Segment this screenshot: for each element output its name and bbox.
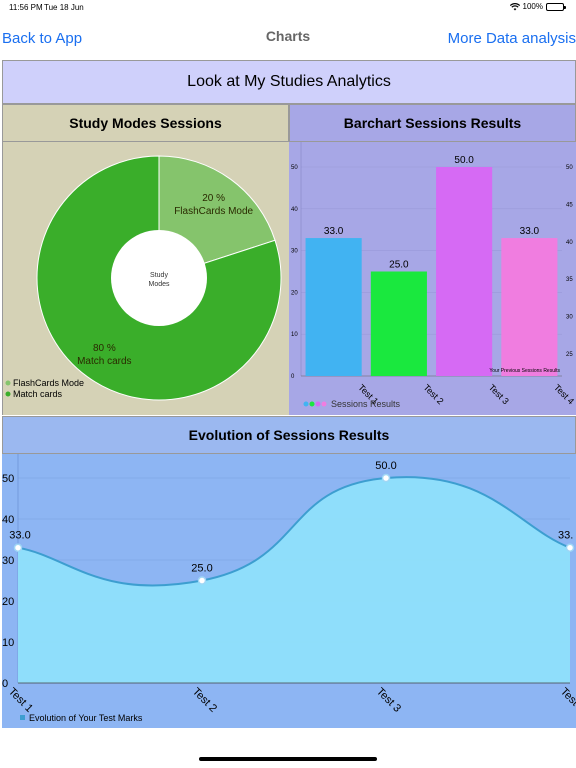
back-to-app-button[interactable]: Back to App — [2, 30, 83, 47]
line-point — [13, 543, 23, 552]
bar-y-tick: 0 — [291, 374, 295, 380]
more-data-analysis-button[interactable]: More Data analysis — [447, 30, 576, 47]
bar-y-tick-right: 35 — [566, 277, 573, 283]
legend-swatch — [315, 401, 321, 407]
status-right: 100% — [509, 2, 566, 11]
bar-value-label: 50.0 — [454, 155, 474, 166]
bar-y-tick-right: 30 — [566, 315, 573, 321]
line-area-fill — [18, 477, 570, 683]
study-modes-title: Study Modes Sessions — [69, 115, 222, 131]
pie-legend-item: Match cards — [13, 389, 63, 399]
line-point — [381, 473, 391, 483]
barchart-title: Barchart Sessions Results — [343, 115, 522, 131]
line-x-tick: Test 1 — [6, 686, 35, 715]
line-point — [197, 576, 207, 585]
bar-y-tick-right: 40 — [566, 240, 573, 246]
bar-x-tick: Test 3 — [487, 382, 511, 406]
bar-value-label: 33.0 — [324, 226, 344, 237]
bar-value-label: 25.0 — [389, 260, 409, 271]
home-indicator[interactable] — [199, 757, 377, 761]
legend-swatch — [20, 715, 25, 720]
line-x-tick: Test 4 — [558, 686, 576, 715]
bar-test-4 — [501, 238, 558, 376]
line-y-tick: 30 — [2, 555, 14, 567]
line-value-label: 25.0 — [191, 563, 212, 575]
pie-hole — [111, 230, 207, 326]
bar-y-tick-right: 50 — [566, 165, 573, 171]
bar-y-tick: 50 — [291, 165, 298, 171]
line-y-tick: 40 — [2, 514, 14, 526]
pie-slice-percent: 80 % — [93, 343, 116, 354]
page-title: Charts — [265, 28, 311, 44]
analytics-title: Look at My Studies Analytics — [187, 73, 391, 90]
navigation-bar: Back to App Charts More Data analysis — [0, 22, 576, 54]
barchart-header: Barchart Sessions Results — [289, 104, 576, 142]
bar-x-tick: Test 4 — [552, 382, 576, 406]
status-date: Tue 18 Jun — [44, 3, 84, 12]
bar-y-tick: 30 — [291, 249, 298, 255]
pie-slice-percent: 20 % — [202, 193, 225, 204]
pie-chart[interactable]: 20 % FlashCards Mode 80 % Match cards Study M… — [3, 142, 290, 415]
bar-legend-item: Sessions Results — [331, 399, 401, 409]
bar-description: Your Previous Sessions Results — [489, 368, 560, 374]
evolution-header: Evolution of Sessions Results — [2, 416, 576, 454]
line-value-label: 33.0 — [9, 530, 30, 542]
battery-icon — [546, 2, 566, 11]
legend-swatch — [303, 401, 309, 407]
evolution-chart[interactable]: 0 10 20 30 40 50 33.0 Test 1 25.0 Test 2 50.0 Test … — [2, 454, 576, 728]
pie-center-label: Study — [150, 272, 168, 279]
line-point — [565, 543, 575, 552]
status-time: 11:56 PM — [9, 3, 43, 12]
bar-test-1 — [305, 238, 362, 376]
bar-y-tick-right: 45 — [566, 202, 573, 208]
bar-y-tick: 20 — [291, 290, 298, 296]
line-legend-item: Evolution of Your Test Marks — [29, 713, 143, 723]
pie-center-label: Modes — [148, 281, 170, 288]
legend-swatch — [5, 380, 11, 386]
evolution-chart-panel: 0 10 20 30 40 50 33.0 Test 1 25.0 Test 2 50.0 Test … — [2, 454, 576, 728]
bar-y-tick-right: 25 — [566, 352, 573, 358]
analytics-header: Look at My Studies Analytics — [2, 60, 576, 104]
line-series — [17, 476, 571, 587]
pie-slice-label: Match cards — [77, 356, 131, 367]
battery-percent: 100% — [522, 2, 543, 11]
line-x-tick: Test 3 — [374, 686, 403, 715]
bar-value-label: 33.0 — [520, 226, 540, 237]
legend-swatch — [309, 401, 315, 407]
line-y-tick: 10 — [2, 637, 14, 649]
bar-y-tick: 40 — [291, 207, 298, 213]
bar-test-3 — [436, 167, 493, 376]
line-y-tick: 0 — [2, 678, 8, 690]
wifi-icon — [509, 2, 520, 10]
line-value-label: 33. — [558, 530, 573, 542]
pie-chart-panel: 20 % FlashCards Mode 80 % Match cards Study M… — [2, 142, 289, 415]
line-value-label: 50.0 — [375, 460, 396, 472]
pie-slice-label: FlashCards Mode — [174, 206, 253, 217]
bar-y-tick: 10 — [291, 332, 298, 338]
line-y-tick: 50 — [2, 473, 14, 485]
bar-test-2 — [370, 271, 427, 376]
line-y-tick: 20 — [2, 596, 14, 608]
legend-swatch — [321, 401, 327, 407]
status-bar: 11:56 PM Tue 18 Jun 100% — [0, 0, 576, 14]
legend-swatch — [5, 391, 11, 397]
pie-legend-item: FlashCards Mode — [13, 378, 84, 388]
bar-x-tick: Test 2 — [422, 382, 446, 406]
bar-chart-panel: 0 10 20 30 40 50 25 30 35 40 45 50 33.0 Test 1 25.0 Tes… — [289, 142, 576, 415]
study-modes-header: Study Modes Sessions — [2, 104, 289, 142]
line-x-tick: Test 2 — [190, 686, 219, 715]
evolution-title: Evolution of Sessions Results — [188, 427, 390, 443]
